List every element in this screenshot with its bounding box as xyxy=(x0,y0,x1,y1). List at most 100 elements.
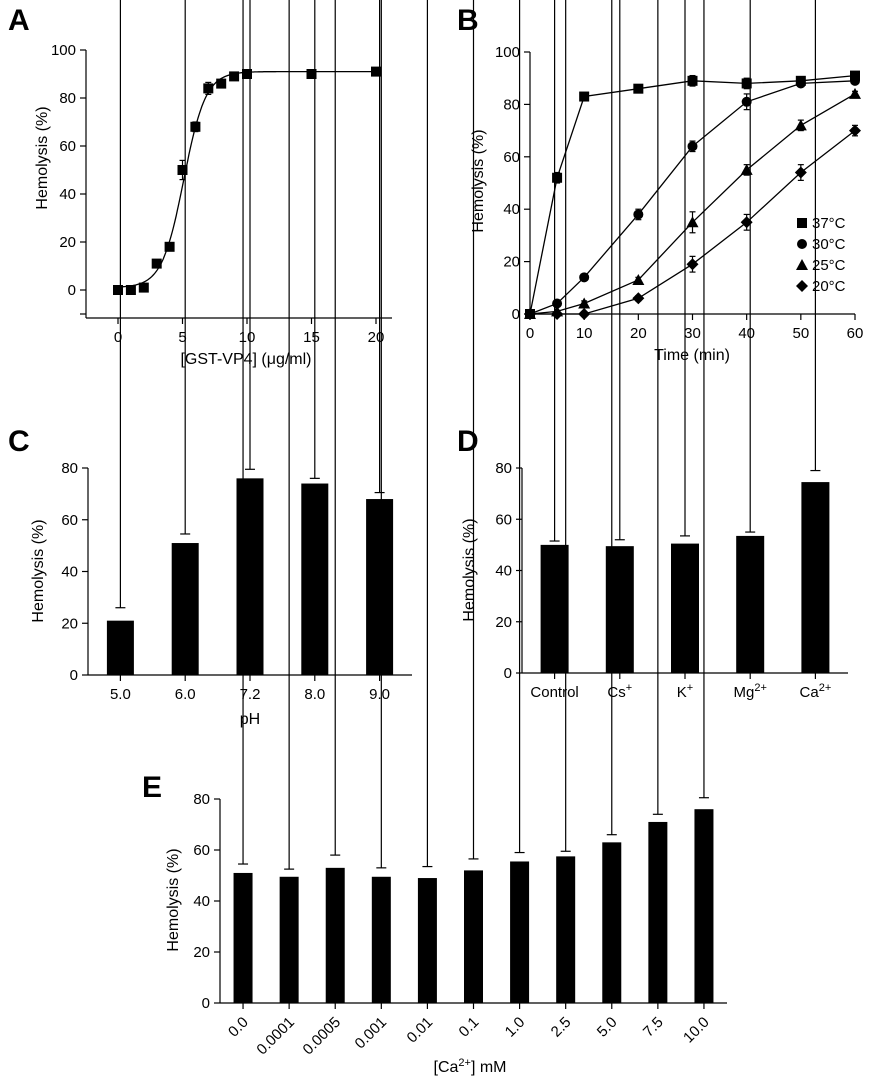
panel-e-xtick-label: 0.0005 xyxy=(300,1014,344,1058)
panel-e-bar xyxy=(556,856,576,1003)
panel-a-xtick-label: 10 xyxy=(239,329,256,346)
panel-b-data-point xyxy=(552,172,563,183)
panel-b-xtick-label: 20 xyxy=(630,325,647,342)
panel-b-xtick-label: 50 xyxy=(792,325,809,342)
panel-b-ytick-label: 40 xyxy=(503,201,520,218)
panel-b-legend-marker xyxy=(797,218,807,228)
panel-a-fit-curve xyxy=(117,70,376,288)
panel-b-data-point xyxy=(741,78,752,89)
panel-b-legend-label: 37°C xyxy=(812,215,846,232)
panel-b-data-point xyxy=(633,83,644,94)
panel-c-bar xyxy=(236,478,264,675)
panel-d-bar xyxy=(671,543,699,673)
panel-b-ylabel: Hemolysis (%) xyxy=(470,129,487,232)
panel-b-data-point xyxy=(524,308,536,320)
panel-e-bar xyxy=(417,878,437,1003)
panel-a-data-point xyxy=(306,69,317,79)
panel-b-legend-label: 25°C xyxy=(812,257,846,274)
panel-e-bar xyxy=(279,876,299,1003)
panel-c-bar xyxy=(301,483,329,675)
panel-b-data-point xyxy=(849,87,861,99)
panel-a-data-point xyxy=(229,71,240,82)
panel-c-bar xyxy=(171,543,199,675)
panel-c-bar xyxy=(366,499,394,675)
panel-b-ytick-label: 60 xyxy=(503,149,520,166)
panel-e-bar xyxy=(325,867,345,1003)
panel-d-xtick-label: Control xyxy=(530,684,578,701)
panel-b-data-point xyxy=(794,166,807,179)
panel-label-e: E xyxy=(142,771,162,804)
panel-b-xtick-label: 30 xyxy=(684,325,701,342)
panel-c-bar xyxy=(106,620,134,675)
panel-label-b: B xyxy=(457,4,479,37)
panel-c-ytick-label: 60 xyxy=(61,512,78,529)
panel-a-data-point xyxy=(113,285,123,295)
panel-e-xlabel: [Ca2+] mM xyxy=(434,1057,507,1076)
panel-a-ytick-label: 100 xyxy=(51,42,76,59)
panel-e-xtick-label: 10.0 xyxy=(680,1014,713,1047)
panel-c-xtick-label: 7.2 xyxy=(240,686,261,703)
panel-e-xtick-label: 0.0001 xyxy=(253,1014,297,1058)
panel-d-bar xyxy=(801,482,830,673)
panel-b-legend-marker xyxy=(796,280,808,292)
panel-a-ytick-label: 60 xyxy=(59,138,76,155)
panel-a-ylabel: Hemolysis (%) xyxy=(34,106,51,209)
panel-b-xtick-label: 10 xyxy=(576,325,593,342)
panel-b-data-point xyxy=(849,124,861,137)
panel-d-xtick-label-sup: + xyxy=(687,682,693,694)
panel-d-xtick-label-base: Cs xyxy=(607,684,625,701)
panel-a-data-point xyxy=(242,69,252,79)
panel-label-a: A xyxy=(8,4,30,37)
panel-e-bar xyxy=(371,876,391,1003)
panel-d-ytick-label: 80 xyxy=(495,460,512,477)
panel-c-xtick-label: 9.0 xyxy=(369,686,390,703)
panel-a-ytick-label: 40 xyxy=(59,186,76,203)
panel-e-ytick-label: 60 xyxy=(193,842,210,859)
panel-d-bar xyxy=(605,546,634,673)
panel-c-xtick-label: 8.0 xyxy=(304,686,325,703)
panel-b-xlabel: Time (min) xyxy=(654,347,730,364)
panel-b-ytick-label: 0 xyxy=(512,306,520,323)
panel-e-xtick-label: 2.5 xyxy=(548,1014,575,1041)
panel-e-xlabel-sup: 2+ xyxy=(458,1057,471,1069)
panel-b-data-point xyxy=(740,163,753,175)
panel-d-ylabel: Hemolysis (%) xyxy=(461,518,478,621)
panel-b-data-point xyxy=(794,119,807,131)
panel-d-xtick-label: Cs+ xyxy=(607,682,632,701)
panel-b-data-point xyxy=(795,78,806,89)
panel-b-data-point xyxy=(741,96,752,107)
panel-a-data-point xyxy=(371,66,381,77)
panel-b-data-point xyxy=(850,75,860,86)
panel-b-data-point xyxy=(579,272,590,283)
panel-e-bar xyxy=(233,872,253,1003)
panel-e-xtick-label: 0.01 xyxy=(404,1014,437,1047)
panel-a-data-point xyxy=(151,258,162,269)
panel-a-xtick-label: 5 xyxy=(178,329,186,346)
panel-b-data-point xyxy=(632,273,645,285)
panel-b-xtick-label: 40 xyxy=(738,325,755,342)
panel-d-xtick-label-base: K xyxy=(677,684,687,701)
panel-b-data-point xyxy=(687,141,698,152)
panel-b-ytick-label: 80 xyxy=(503,96,520,113)
panel-b-data-point xyxy=(687,75,698,86)
panel-b-data-point xyxy=(686,216,699,228)
panel-b-series-line-0 xyxy=(529,74,856,315)
panel-label-c: C xyxy=(8,425,30,458)
panel-a-ytick-label: 20 xyxy=(59,234,76,251)
panel-a-data-point xyxy=(164,241,175,252)
panel-d-bar xyxy=(736,535,765,673)
panel-b-data-point xyxy=(578,297,591,309)
panel-e-xtick-label: 0.1 xyxy=(456,1014,483,1041)
panel-e-xtick-label: 7.5 xyxy=(640,1014,667,1041)
panel-e-bar xyxy=(510,861,530,1003)
panel-d-ytick-label: 20 xyxy=(495,614,512,631)
panel-a-data-point xyxy=(203,83,214,94)
panel-d-xtick-label-base: Ca xyxy=(800,684,820,701)
panel-a-data-point xyxy=(125,285,136,295)
panel-e-bar xyxy=(694,809,714,1003)
panel-b-data-point xyxy=(686,258,699,271)
panel-d-ytick-label: 60 xyxy=(495,511,512,528)
panel-a-ytick-label: 0 xyxy=(68,282,76,299)
panel-e-ylabel: Hemolysis (%) xyxy=(165,848,182,951)
